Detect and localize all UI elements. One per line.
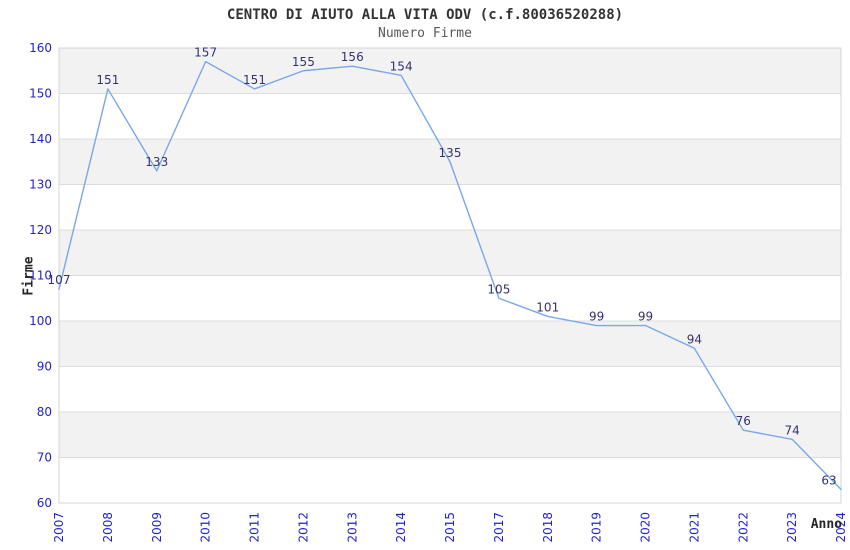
y-axis-title: Firme bbox=[21, 256, 37, 296]
data-label: 94 bbox=[687, 332, 702, 346]
data-label: 155 bbox=[292, 55, 315, 69]
x-tick-label: 2022 bbox=[736, 512, 750, 543]
x-tick-label: 2010 bbox=[199, 512, 213, 543]
data-label: 63 bbox=[821, 473, 836, 487]
plot-band bbox=[59, 48, 841, 94]
y-tick-label: 140 bbox=[29, 132, 52, 146]
data-label: 101 bbox=[536, 300, 559, 314]
data-label: 133 bbox=[145, 155, 168, 169]
data-label: 135 bbox=[439, 146, 462, 160]
data-label: 156 bbox=[341, 50, 364, 64]
x-tick-label: 2014 bbox=[394, 512, 408, 543]
y-tick-label: 80 bbox=[37, 405, 52, 419]
plot-band bbox=[59, 321, 841, 367]
x-tick-label: 2008 bbox=[101, 512, 115, 543]
data-label: 99 bbox=[589, 310, 604, 324]
data-label: 151 bbox=[243, 73, 266, 87]
y-tick-label: 90 bbox=[37, 360, 52, 374]
x-tick-label: 2020 bbox=[639, 512, 653, 543]
data-label: 107 bbox=[48, 273, 71, 287]
x-tick-label: 2024 bbox=[834, 512, 848, 543]
x-tick-label: 2012 bbox=[296, 512, 310, 543]
x-tick-label: 2021 bbox=[687, 512, 701, 543]
x-tick-label: 2015 bbox=[443, 512, 457, 543]
series-line bbox=[58, 60, 842, 491]
y-tick-label: 70 bbox=[37, 451, 52, 465]
data-label: 157 bbox=[194, 46, 217, 60]
data-label: 105 bbox=[487, 282, 510, 296]
y-tick-label: 120 bbox=[29, 223, 52, 237]
y-tick-label: 60 bbox=[37, 496, 52, 510]
x-tick-label: 2018 bbox=[541, 512, 555, 543]
x-tick-label: 2017 bbox=[492, 512, 506, 543]
data-label: 99 bbox=[638, 310, 653, 324]
x-tick-label: 2007 bbox=[52, 512, 66, 543]
plot-border bbox=[58, 47, 842, 504]
chart-title: CENTRO DI AIUTO ALLA VITA ODV (c.f.80036… bbox=[226, 7, 624, 23]
x-tick-label: 2019 bbox=[590, 512, 604, 543]
data-label: 74 bbox=[784, 423, 799, 437]
x-tick-label: 2011 bbox=[248, 512, 262, 543]
y-tick-label: 110 bbox=[29, 269, 52, 283]
x-axis-title: Anno bbox=[810, 517, 842, 532]
y-tick-label: 130 bbox=[29, 178, 52, 192]
plot-band bbox=[59, 230, 841, 276]
data-label: 76 bbox=[736, 414, 751, 428]
x-tick-label: 2009 bbox=[150, 512, 164, 543]
data-label: 151 bbox=[96, 73, 119, 87]
plot-band bbox=[59, 412, 841, 458]
x-tick-label: 2013 bbox=[345, 512, 359, 543]
data-label: 154 bbox=[390, 59, 413, 73]
chart-subtitle: Numero Firme bbox=[378, 26, 472, 41]
y-tick-label: 100 bbox=[29, 314, 52, 328]
y-tick-label: 160 bbox=[29, 41, 52, 55]
y-tick-label: 150 bbox=[29, 87, 52, 101]
x-tick-label: 2023 bbox=[785, 512, 799, 543]
